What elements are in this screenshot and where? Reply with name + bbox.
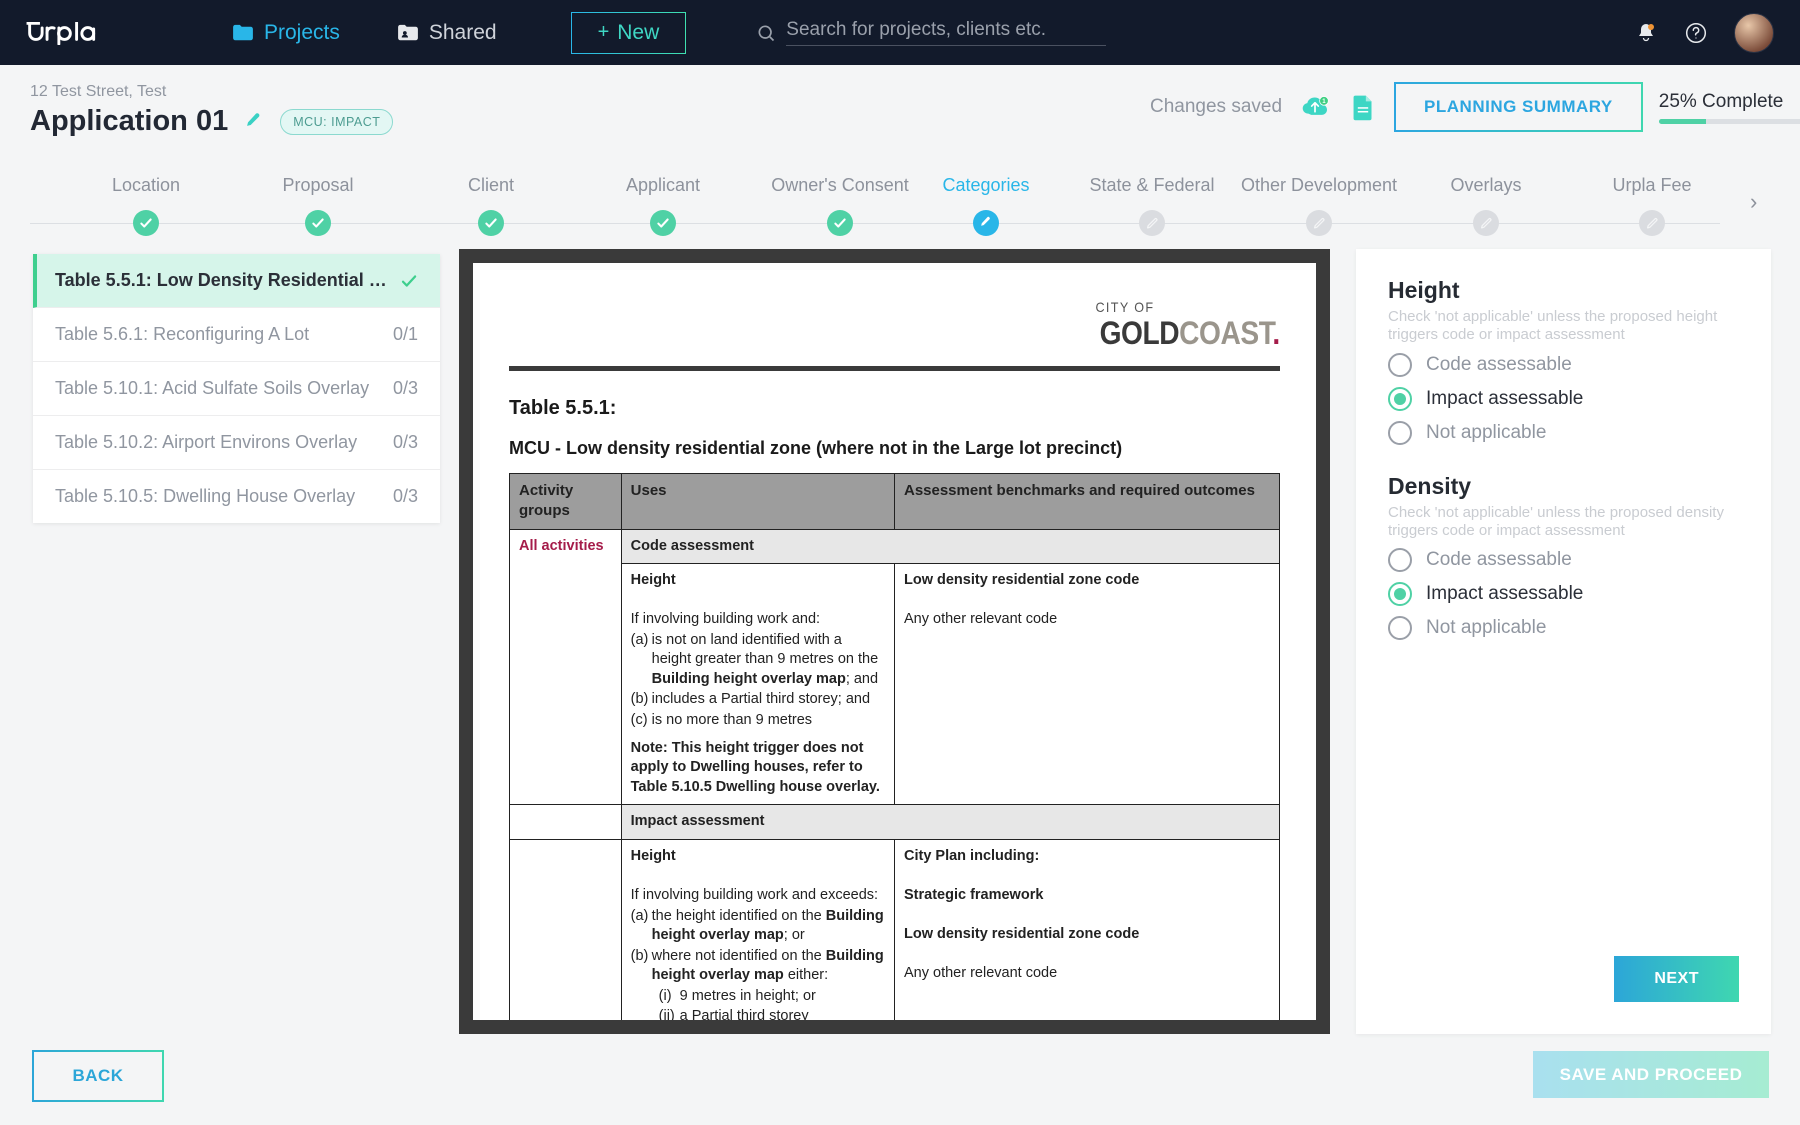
svg-text:1: 1 [1322, 98, 1326, 105]
